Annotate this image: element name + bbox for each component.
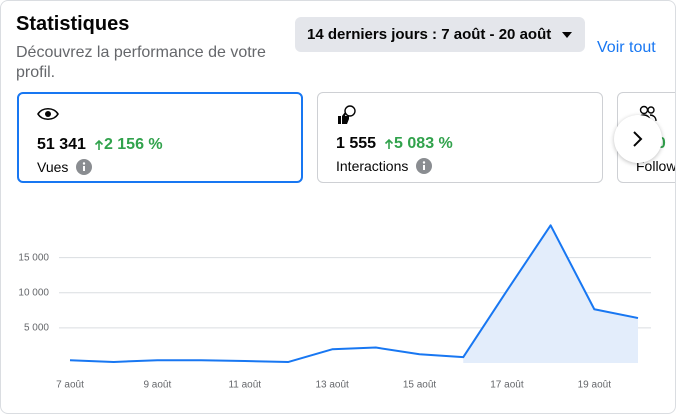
x-tick-label: 11 août — [228, 380, 261, 391]
card-label: Vues — [37, 159, 69, 175]
button-label: 14 derniers jours : 7 août - 20 août — [307, 26, 552, 43]
chart: 5 000 10 000 15 000 7 août 9 août 11 août 13 a… — [18, 224, 651, 391]
card-change: 2 156 % — [94, 136, 163, 154]
y-tick-label: 10 000 — [18, 287, 49, 298]
x-tick-label: 7 août — [56, 380, 84, 391]
date-range-button[interactable]: 14 derniers jours : 7 août - 20 août — [295, 17, 585, 52]
y-tick-label: 15 000 — [18, 252, 49, 263]
change-text: 2 156 % — [103, 136, 163, 153]
card-label-row: Interactions — [336, 158, 433, 174]
interactions-icon — [338, 105, 356, 124]
title: Statistiques — [16, 13, 130, 35]
eye-icon — [37, 107, 59, 121]
x-tick-label: 15 août — [403, 380, 437, 391]
card-label-row: Followe — [636, 158, 676, 174]
card-views[interactable]: 51 341 2 156 % Vues — [17, 92, 303, 183]
up-arrow — [94, 139, 104, 150]
change-text: 5 083 % — [394, 135, 453, 152]
chevron — [633, 131, 643, 147]
subtitle: Découvrez la performance de votre profil… — [16, 44, 266, 81]
info-icon[interactable] — [76, 159, 93, 175]
y-tick-label: 5 000 — [24, 323, 49, 334]
caret — [562, 31, 573, 38]
area — [463, 225, 638, 363]
x-tick-label: 17 août — [490, 380, 524, 391]
up-arrow — [384, 138, 394, 149]
x-tick-label: 13 août — [315, 380, 349, 391]
card-value: 51 341 — [37, 136, 86, 153]
card-value-row: 51 341 2 156 % — [37, 136, 163, 154]
card-label: Interactions — [336, 158, 409, 174]
card-label: Followe — [636, 158, 676, 174]
card-label-row: Vues — [37, 159, 93, 175]
x-tick-label: 19 août — [578, 380, 612, 391]
next-button[interactable] — [614, 115, 662, 163]
card-interactions[interactable]: 1 555 5 083 % Interactions — [317, 92, 603, 183]
card-change: 5 083 % — [384, 135, 453, 153]
card-value-row: 1 555 5 083 % — [336, 135, 453, 153]
line — [69, 224, 639, 363]
info-icon[interactable] — [416, 158, 433, 174]
see-all-link[interactable]: Voir tout — [597, 39, 656, 56]
card-value: 1 555 — [336, 135, 377, 152]
x-tick-label: 9 août — [143, 380, 171, 391]
